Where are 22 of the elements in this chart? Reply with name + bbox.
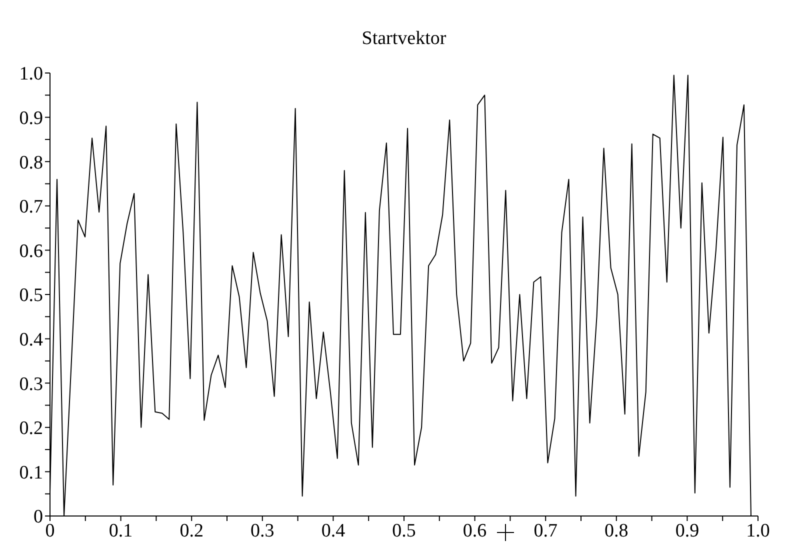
y-tick-label: 0.3 [19, 374, 43, 395]
x-tick-label: 0.9 [675, 520, 700, 542]
x-tick-label: 0.3 [250, 520, 274, 542]
y-tick-label: 0.8 [19, 152, 43, 174]
x-tick-label: 1.0 [746, 520, 770, 542]
x-tick-label: 0.4 [321, 520, 346, 542]
y-tick-label: 0 [34, 506, 43, 528]
x-tick-label: 0.1 [108, 520, 133, 542]
x-tick-label: 0.7 [534, 520, 558, 542]
x-tick-label: 0.6 [462, 520, 487, 542]
chart-title: Startvektor [360, 28, 448, 50]
y-tick-label: 0.6 [19, 240, 43, 262]
y-tick-label: 0.5 [19, 285, 43, 306]
x-tick-label: 0.2 [180, 520, 204, 542]
y-tick-label: 0.7 [19, 196, 43, 218]
y-tick-label: 0.1 [19, 462, 43, 484]
x-tick-label: 0.8 [604, 520, 628, 542]
y-tick-label: 0.9 [19, 108, 43, 130]
y-tick-label: 1.0 [19, 64, 43, 85]
x-tick-label: 0.5 [392, 520, 416, 542]
y-tick-label: 0.2 [19, 418, 43, 440]
y-tick-label: 0.4 [19, 330, 44, 351]
